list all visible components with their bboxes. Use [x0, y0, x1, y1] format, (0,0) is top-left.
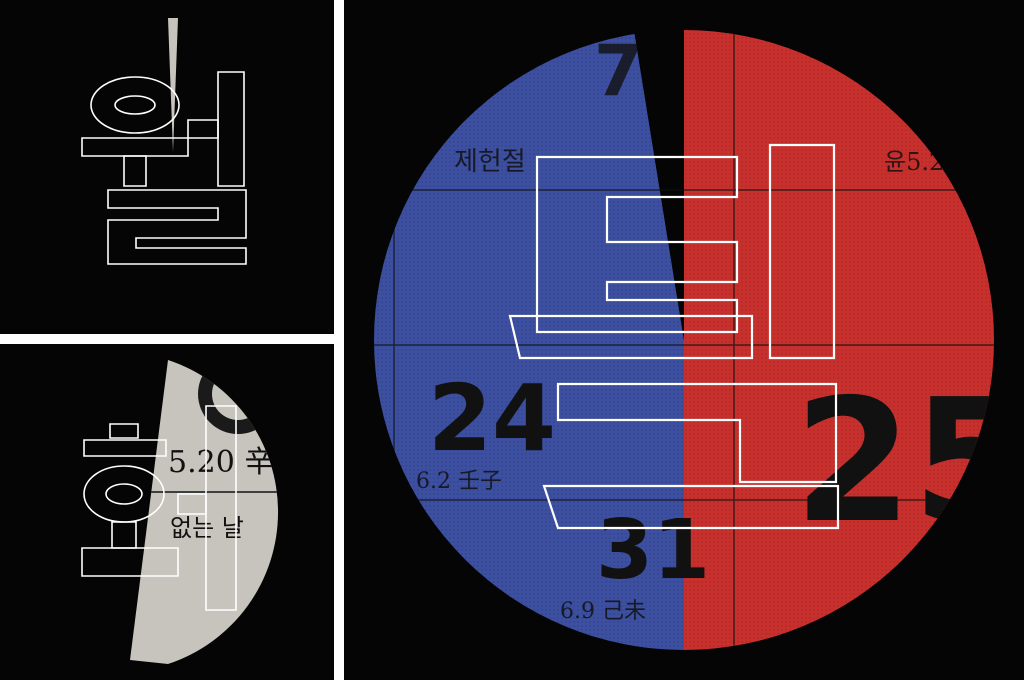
calendar-holiday-text: 제헌절: [454, 147, 526, 177]
panel-mon-art: 월: [0, 0, 247, 265]
clock-hand-wedge: [168, 18, 178, 152]
calendar-number-24: 24: [428, 365, 556, 472]
calendar-number-31: 31: [596, 503, 710, 598]
calendar-circle-mark: [198, 360, 278, 434]
calendar-lunar-bottom: 6.9 己未: [560, 599, 646, 624]
panel-tue-art: 5.20 辛 없는 날 화: [0, 344, 279, 664]
glyph-outline-mon: [81, 71, 247, 265]
clock-disc: 7 제헌절 윤5.2 24 25 31 6.2 壬子 6.9 己未: [374, 30, 1024, 650]
glyph-text-mon: 월: [0, 0, 1, 1]
calendar-lunar-top: 윤5.2: [884, 148, 944, 176]
panel-right-art: 7 제헌절 윤5.2 24 25 31 6.2 壬子 6.9 己未 퇴근: [344, 0, 1024, 650]
glyph-text-tue: 화: [0, 344, 1, 345]
panel-weekday-mon: 월: [0, 0, 334, 334]
glyph-outline-tue: [81, 405, 237, 611]
panel-weekday-tue: 5.20 辛 없는 날 화: [0, 344, 334, 680]
calendar-note-text: 없는 날: [170, 514, 244, 542]
calendar-sector-gray: [130, 360, 279, 664]
glyph-text-leave-work: 퇴근: [344, 0, 346, 1]
svg-text:7: 7: [594, 30, 643, 112]
panel-leave-work: 7 제헌절 윤5.2 24 25 31 6.2 壬子 6.9 己未 퇴근: [344, 0, 1024, 680]
calendar-date-text: 5.20 辛: [168, 445, 274, 480]
glyph-outline-leave-work: [508, 143, 840, 530]
calendar-number-25: 25: [794, 363, 1024, 561]
calendar-lunar-left: 6.2 壬子: [416, 469, 502, 494]
